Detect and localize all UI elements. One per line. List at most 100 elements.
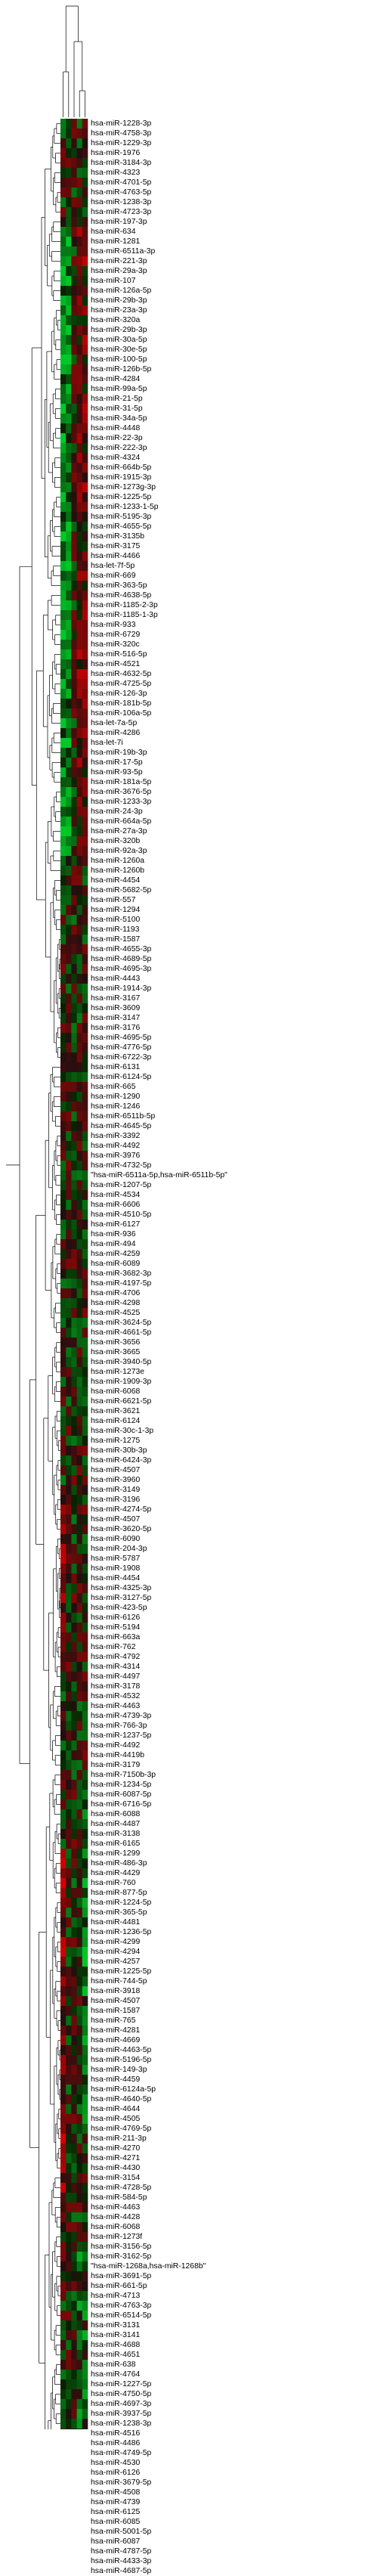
heatmap-cell bbox=[82, 1711, 88, 1722]
row-label: hsa-miR-4463-5p bbox=[91, 2046, 152, 2054]
heatmap-cell bbox=[66, 1898, 72, 1908]
heatmap-cell bbox=[76, 197, 83, 208]
heatmap-cell bbox=[60, 1642, 67, 1653]
row-label: hsa-miR-3609 bbox=[91, 1004, 141, 1012]
heatmap-cell bbox=[66, 404, 72, 414]
heatmap-cell bbox=[82, 1229, 88, 1240]
row-label: hsa-miR-4763-3p bbox=[91, 2302, 152, 2310]
heatmap-cell bbox=[60, 1210, 67, 1220]
heatmap-cell bbox=[66, 502, 72, 513]
heatmap-cell bbox=[66, 797, 72, 808]
heatmap-cell bbox=[76, 227, 83, 237]
heatmap-cell bbox=[66, 1465, 72, 1476]
heatmap-cell bbox=[76, 1210, 83, 1220]
heatmap-cell bbox=[82, 138, 88, 149]
heatmap-cell bbox=[76, 1082, 83, 1093]
heatmap-cell bbox=[71, 355, 77, 365]
row-label: hsa-miR-6125 bbox=[91, 2508, 141, 2516]
heatmap-cell bbox=[82, 2360, 88, 2370]
heatmap-cell bbox=[60, 423, 67, 434]
heatmap-cell bbox=[60, 1809, 67, 1820]
heatmap-cell bbox=[66, 1544, 72, 1555]
heatmap-cell bbox=[82, 659, 88, 670]
heatmap-cell bbox=[82, 2114, 88, 2125]
heatmap-cell bbox=[82, 748, 88, 758]
row-label: hsa-miR-5100 bbox=[91, 916, 141, 924]
row-label: hsa-miR-4463 bbox=[91, 2203, 141, 2212]
heatmap-cell bbox=[66, 2193, 72, 2203]
heatmap-cell bbox=[60, 207, 67, 218]
heatmap-cell bbox=[82, 1220, 88, 1230]
heatmap-cell bbox=[71, 2320, 77, 2331]
heatmap-cell bbox=[76, 1455, 83, 1466]
heatmap-cell bbox=[66, 630, 72, 640]
heatmap-cell bbox=[60, 2134, 67, 2144]
heatmap-cell bbox=[66, 1731, 72, 1741]
heatmap-cell bbox=[76, 129, 83, 139]
row-label: hsa-miR-1976 bbox=[91, 149, 141, 157]
heatmap-cell bbox=[82, 1613, 88, 1623]
heatmap-cell bbox=[71, 1092, 77, 1102]
heatmap-cell bbox=[82, 502, 88, 513]
heatmap-cell bbox=[66, 1554, 72, 1564]
row-label: hsa-miR-6088 bbox=[91, 1810, 141, 1818]
heatmap-cell bbox=[82, 1898, 88, 1908]
heatmap-cell bbox=[60, 1495, 67, 1505]
row-label: hsa-miR-4640-5p bbox=[91, 2095, 152, 2103]
heatmap-cell bbox=[60, 2193, 67, 2203]
heatmap-cell bbox=[66, 1043, 72, 1053]
row-label: hsa-miR-1260b bbox=[91, 866, 145, 875]
row-label: hsa-miR-4534 bbox=[91, 1191, 141, 1199]
heatmap-cell bbox=[76, 807, 83, 817]
heatmap-cell bbox=[66, 2163, 72, 2174]
heatmap-cell bbox=[60, 1288, 67, 1299]
heatmap-cell bbox=[76, 463, 83, 473]
heatmap-cell bbox=[71, 1937, 77, 1948]
row-label: hsa-miR-99a-5p bbox=[91, 385, 147, 393]
heatmap-cell bbox=[71, 335, 77, 346]
heatmap-cell bbox=[82, 404, 88, 414]
heatmap-cell bbox=[76, 689, 83, 699]
heatmap-cell bbox=[60, 758, 67, 768]
row-label: hsa-miR-4713 bbox=[91, 2292, 141, 2300]
heatmap-cell bbox=[66, 1259, 72, 1269]
heatmap-canvas bbox=[6, 5, 88, 2429]
heatmap-cell bbox=[71, 1672, 77, 1682]
heatmap-cell bbox=[66, 581, 72, 591]
heatmap-cell bbox=[82, 2399, 88, 2410]
heatmap-cell bbox=[82, 1200, 88, 1211]
heatmap-cell bbox=[60, 2399, 67, 2410]
row-label: hsa-miR-1290 bbox=[91, 1093, 141, 1101]
heatmap-cell bbox=[82, 1652, 88, 1663]
row-label: hsa-miR-4486 bbox=[91, 2439, 141, 2447]
heatmap-cell bbox=[60, 895, 67, 906]
heatmap-cell bbox=[76, 1711, 83, 1722]
heatmap-cell bbox=[66, 728, 72, 739]
heatmap-cell bbox=[71, 532, 77, 542]
row-label: hsa-miR-1275 bbox=[91, 1437, 141, 1445]
heatmap-cell bbox=[60, 1170, 67, 1181]
heatmap-cell bbox=[60, 630, 67, 640]
heatmap-cell bbox=[71, 178, 77, 188]
row-label: hsa-miR-877-5p bbox=[91, 1889, 147, 1897]
heatmap-cell bbox=[76, 1200, 83, 1211]
heatmap-cell bbox=[71, 217, 77, 228]
heatmap-cell bbox=[71, 561, 77, 572]
heatmap-cell bbox=[82, 1308, 88, 1319]
heatmap-cell bbox=[82, 1475, 88, 1486]
heatmap-cell bbox=[71, 1642, 77, 1653]
heatmap-cell bbox=[60, 1328, 67, 1338]
heatmap-cell bbox=[82, 1908, 88, 1918]
heatmap-cell bbox=[82, 2340, 88, 2351]
heatmap-cell bbox=[82, 286, 88, 296]
heatmap-cell bbox=[82, 129, 88, 139]
heatmap-cell bbox=[71, 1151, 77, 1161]
row-label: hsa-miR-4638-5p bbox=[91, 591, 152, 600]
heatmap-cell bbox=[60, 787, 67, 798]
heatmap-cell bbox=[66, 335, 72, 346]
heatmap-cell bbox=[66, 1161, 72, 1171]
heatmap-cell bbox=[71, 1799, 77, 1810]
heatmap-cell bbox=[76, 2330, 83, 2341]
heatmap-cell bbox=[76, 1967, 83, 1977]
heatmap-cell bbox=[60, 2330, 67, 2341]
